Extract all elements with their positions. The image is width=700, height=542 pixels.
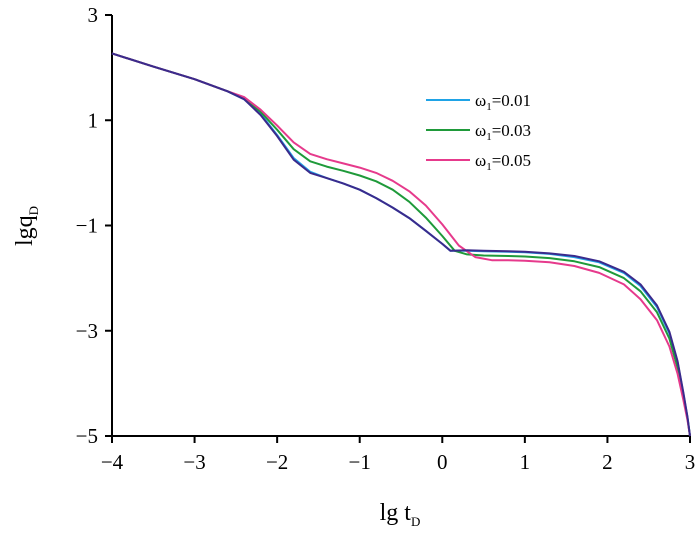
legend-item-1: ω1=0.01 (426, 91, 531, 113)
x-tick-label: 1 (520, 450, 531, 474)
series-line-2 (111, 52, 691, 437)
axes: −4 −3 −2 −1 0 1 2 3 −5 −3 −1 1 3 (76, 3, 696, 474)
x-tick-label: 0 (437, 450, 448, 474)
y-tick-label: −5 (76, 424, 98, 448)
y-axis-label-sub: D (26, 206, 41, 215)
series-line-3 (111, 52, 691, 437)
legend-label: ω1=0.01 (475, 91, 531, 113)
y-ticks: −5 −3 −1 1 3 (76, 3, 112, 448)
legend-item-3: ω1=0.05 (426, 151, 531, 173)
y-tick-label: 3 (88, 3, 99, 27)
x-tick-label: −1 (349, 450, 371, 474)
x-ticks: −4 −3 −2 −1 0 1 2 3 (101, 436, 695, 474)
series-lines (111, 52, 691, 437)
x-tick-label: −2 (266, 450, 288, 474)
y-tick-label: 1 (88, 108, 99, 132)
legend-label: ω1=0.03 (475, 121, 531, 143)
legend-label: ω1=0.05 (475, 151, 531, 173)
x-axis-label: lg tD (380, 500, 421, 529)
legend: ω1=0.01 ω1=0.03 ω1=0.05 (426, 91, 531, 173)
y-axis-label-main: lgq (12, 215, 38, 246)
y-tick-label: −1 (76, 214, 98, 238)
legend-item-2: ω1=0.03 (426, 121, 531, 143)
series-line-1 (111, 52, 691, 437)
y-axis-label: lgqD (12, 206, 41, 246)
x-tick-label: 2 (602, 450, 613, 474)
x-tick-label: 3 (685, 450, 696, 474)
series-line-4 (111, 52, 691, 437)
x-axis-label-main: lg t (380, 500, 412, 526)
y-tick-label: −3 (76, 319, 98, 343)
x-axis-label-sub: D (411, 514, 420, 529)
x-tick-label: −4 (101, 450, 124, 474)
x-tick-label: −3 (183, 450, 205, 474)
